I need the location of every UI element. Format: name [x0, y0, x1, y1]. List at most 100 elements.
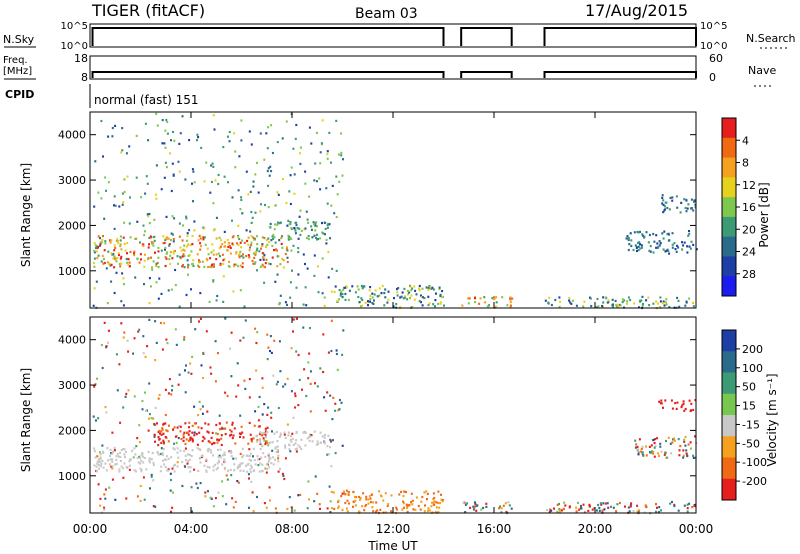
echo-cell: [297, 251, 300, 254]
echo-cell: [241, 262, 244, 265]
echo-cell: [135, 470, 137, 473]
echo-cell: [330, 290, 333, 293]
echo-cell: [359, 305, 362, 308]
echo-cell: [420, 301, 422, 304]
echo-cell: [268, 241, 271, 244]
echo-cell: [664, 208, 666, 211]
echo-cell: [329, 500, 332, 503]
echo-cell: [387, 503, 390, 506]
echo-cell: [665, 298, 668, 301]
echo-cell: [654, 444, 657, 447]
echo-cell: [664, 205, 666, 208]
echo-cell: [244, 319, 247, 322]
echo-cell: [293, 227, 296, 230]
echo-cell: [139, 456, 142, 460]
echo-cell: [167, 289, 170, 292]
echo-cell: [122, 476, 125, 479]
echo-cell: [661, 302, 664, 305]
echo-cell: [116, 257, 119, 260]
echo-cell: [390, 494, 393, 497]
echo-cell: [330, 465, 333, 468]
echo-cell: [341, 444, 344, 447]
echo-cell: [223, 245, 226, 248]
echo-cell: [406, 298, 409, 301]
echo-cell: [327, 276, 330, 279]
echo-cell: [428, 285, 431, 288]
echo-cell: [232, 506, 235, 509]
echo-cell: [262, 452, 265, 455]
echo-cell: [125, 497, 128, 500]
echo-cell: [119, 243, 122, 246]
echo-cell: [143, 498, 146, 501]
echo-cell: [276, 440, 279, 443]
echo-cell: [185, 215, 188, 218]
echo-cell: [264, 430, 267, 433]
echo-cell: [338, 180, 341, 183]
echo-cell: [113, 204, 115, 207]
echo-cell: [250, 241, 253, 244]
echo-cell: [297, 444, 300, 447]
echo-cell: [671, 199, 674, 202]
echo-cell: [668, 306, 671, 309]
echo-cell: [129, 458, 132, 461]
echo-cell: [693, 199, 696, 202]
echo-cell: [212, 441, 215, 445]
echo-cell: [254, 211, 257, 214]
echo-cell: [570, 302, 573, 305]
echo-cell: [247, 193, 250, 196]
echo-cell: [657, 511, 660, 514]
echo-cell: [228, 260, 231, 263]
echo-cell: [139, 462, 142, 465]
echo-cell: [668, 252, 671, 255]
echo-cell: [500, 511, 503, 514]
echo-cell: [212, 165, 215, 168]
echo-cell: [693, 504, 696, 508]
echo-cell: [266, 468, 269, 471]
echo-cell: [411, 287, 414, 290]
echo-cell: [212, 279, 215, 282]
echo-cell: [191, 424, 194, 427]
echo-cell: [259, 258, 262, 261]
echo-cell: [360, 284, 363, 288]
echo-cell: [307, 377, 310, 380]
echo-cell: [199, 482, 202, 485]
echo-cell: [307, 221, 310, 224]
colorbar-tick-label: 24: [742, 246, 756, 259]
echo-cell: [170, 456, 173, 459]
echo-cell: [633, 231, 636, 234]
echo-cell: [129, 196, 131, 199]
echo-cell: [188, 139, 191, 142]
echo-cell: [171, 506, 174, 509]
echo-cell: [306, 507, 309, 510]
echo-cell: [412, 508, 415, 511]
echo-cell: [210, 436, 213, 439]
echo-cell: [123, 462, 126, 465]
echo-cell: [684, 444, 687, 447]
echo-cell: [602, 296, 605, 299]
echo-cell: [334, 402, 337, 405]
echo-cell: [234, 150, 237, 153]
echo-cell: [140, 470, 143, 473]
echo-cell: [150, 475, 153, 478]
echo-cell: [323, 436, 326, 439]
echo-cell: [643, 235, 646, 238]
echo-cell: [652, 451, 655, 454]
power-echo-layer: [92, 112, 698, 310]
echo-cell: [341, 508, 344, 512]
echo-cell: [168, 424, 170, 427]
echo-cell: [381, 284, 384, 288]
echo-cell: [120, 322, 123, 325]
freq-panel: Freq. [MHz] 18 8 60 0 Nave: [3, 52, 776, 87]
power-ylabel: Slant Range [km]: [19, 163, 33, 267]
echo-cell: [266, 243, 269, 246]
echo-cell: [303, 228, 306, 231]
echo-cell: [248, 454, 251, 457]
echo-cell: [242, 256, 245, 259]
radar-title: TIGER (fitACF): [91, 1, 205, 20]
echo-cell: [241, 239, 244, 242]
echo-cell: [214, 463, 217, 466]
echo-cell: [238, 252, 241, 256]
echo-cell: [347, 493, 350, 496]
echo-cell: [636, 510, 639, 513]
echo-cell: [264, 433, 267, 436]
